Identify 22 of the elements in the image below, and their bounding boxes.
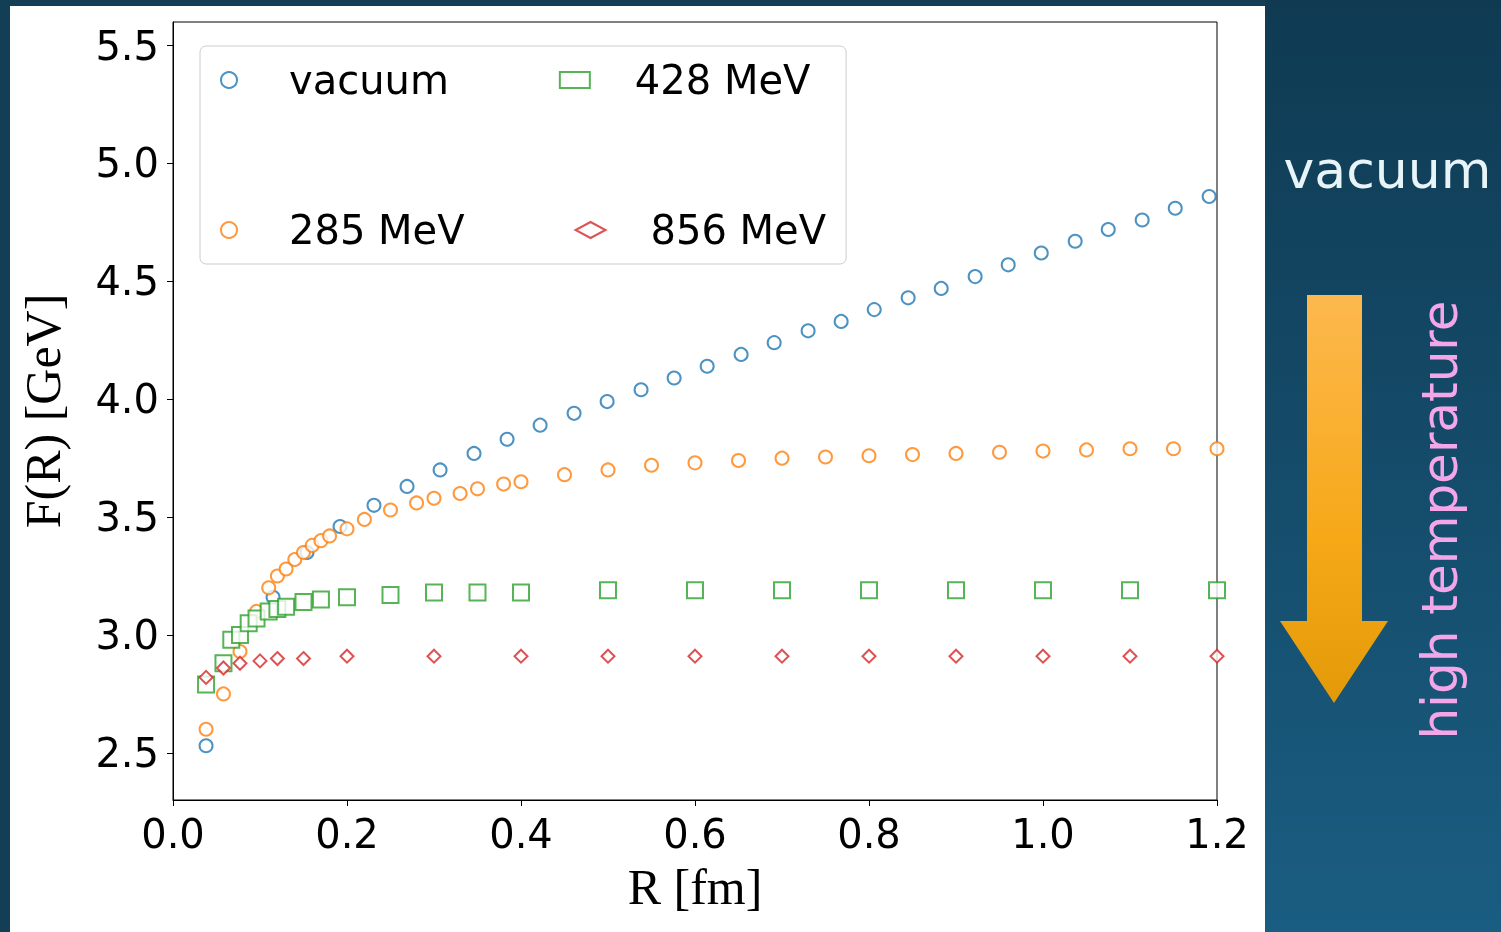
- x-tick-label: 0.2: [315, 811, 379, 857]
- legend-label: 856 MeV: [650, 207, 827, 253]
- legend-label: 285 MeV: [289, 207, 466, 253]
- y-tick-label: 2.5: [95, 729, 159, 776]
- x-tick-label: 0.0: [141, 811, 205, 857]
- x-tick-label: 0.6: [663, 811, 727, 857]
- text: high temperature: [1411, 300, 1469, 740]
- legend-label: vacuum: [289, 57, 449, 103]
- y-axis-title: F(R) [GeV]: [15, 293, 71, 529]
- y-tick-label: 3.5: [95, 494, 159, 541]
- text: vacuum: [1282, 140, 1493, 200]
- x-tick-label: 0.8: [837, 811, 901, 857]
- y-tick-label: 5.0: [95, 140, 159, 187]
- x-tick-label: 1.0: [1011, 811, 1075, 857]
- y-tick-label: 3.0: [95, 611, 159, 658]
- legend-label: 428 MeV: [634, 57, 812, 103]
- x-tick-label: 1.2: [1185, 811, 1249, 857]
- x-tick-label: 0.4: [489, 811, 553, 857]
- x-axis-title: R [fm]: [627, 859, 763, 915]
- y-tick-label: 4.0: [95, 376, 159, 423]
- y-tick-label: 4.5: [95, 258, 159, 305]
- y-tick-label: 5.5: [95, 22, 159, 69]
